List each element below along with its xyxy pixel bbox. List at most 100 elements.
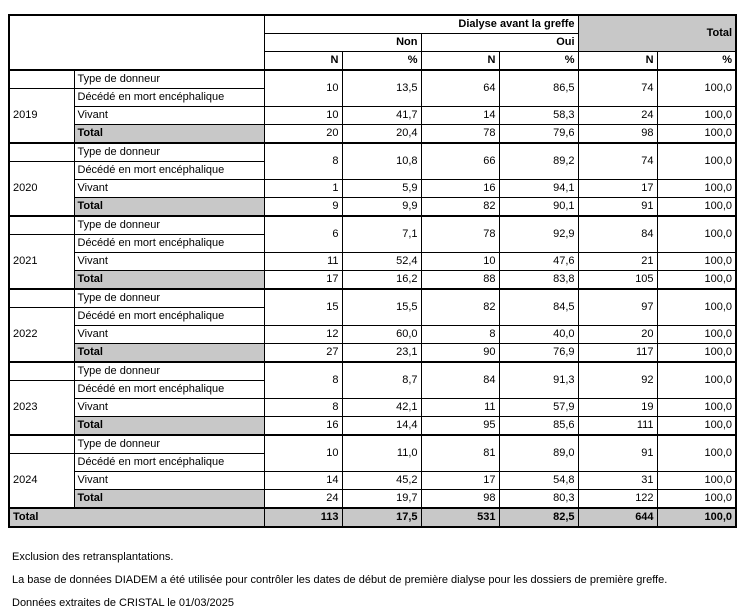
row-label-year-total: Total [73,124,265,144]
value-cell-year-total: 27 [263,343,343,363]
value-cell-year-total: 100,0 [656,416,737,436]
row-label-deceased: Décédé en mort encéphalique [73,234,265,253]
row-label-type-de-donneur: Type de donneur [73,288,265,308]
value-cell-year-total: 95 [420,416,500,436]
value-cell-deceased: 11,0 [341,434,422,472]
value-cell-living: 5,9 [341,179,422,198]
value-cell-living: 14 [420,106,500,125]
grand-total-value-cell: 531 [420,507,500,528]
value-cell-living: 57,9 [498,398,579,417]
year-group-row-type-header: Type de donneur 10 13,5 64 86,5 74 100,0 [8,69,737,107]
value-cell-year-total: 90,1 [498,197,579,217]
year-spacer-cell [8,215,75,235]
value-cell-deceased: 91,3 [498,361,579,399]
value-cell-living: 100,0 [656,252,737,271]
year-cell: 2019 [8,88,75,144]
value-cell-deceased: 100,0 [656,69,737,107]
value-cell-year-total: 100,0 [656,270,737,290]
value-cell-year-total: 111 [577,416,658,436]
row-label-vivant: Vivant [73,398,265,417]
value-cell-living: 100,0 [656,471,737,490]
value-cell-living: 100,0 [656,398,737,417]
col-header-total-pct: % [656,51,737,71]
value-cell-living: 100,0 [656,106,737,125]
row-label-year-total: Total [73,270,265,290]
row-label-type-de-donneur: Type de donneur [73,434,265,454]
year-spacer-cell [8,434,75,454]
row-label-deceased: Décédé en mort encéphalique [73,88,265,107]
value-cell-year-total: 80,3 [498,489,579,509]
value-cell-year-total: 78 [420,124,500,144]
value-cell-year-total: 79,6 [498,124,579,144]
value-cell-living: 16 [420,179,500,198]
value-cell-living: 60,0 [341,325,422,344]
value-cell-living: 31 [577,471,658,490]
value-cell-year-total: 98 [420,489,500,509]
grand-total-value-cell: 17,5 [341,507,422,528]
value-cell-year-total: 76,9 [498,343,579,363]
value-cell-deceased: 100,0 [656,434,737,472]
value-cell-living: 10 [420,252,500,271]
value-cell-year-total: 16,2 [341,270,422,290]
col-header-total-n: N [577,51,658,71]
value-cell-deceased: 15 [263,288,343,326]
grand-total-label: Total [8,507,265,528]
value-cell-year-total: 82 [420,197,500,217]
footnote-diadem: La base de données DIADEM a été utilisée… [12,574,668,586]
value-cell-living: 12 [263,325,343,344]
row-label-vivant: Vivant [73,252,265,271]
value-cell-living: 45,2 [341,471,422,490]
value-cell-year-total: 90 [420,343,500,363]
value-cell-deceased: 6 [263,215,343,253]
value-cell-living: 100,0 [656,179,737,198]
value-cell-deceased: 66 [420,142,500,180]
row-label-type-de-donneur: Type de donneur [73,142,265,162]
year-group-row-living: Vivant 14 45,2 17 54,8 31 100,0 [9,471,737,490]
value-cell-deceased: 84,5 [498,288,579,326]
grand-total-value-cell: 644 [577,507,658,528]
value-cell-year-total: 9 [263,197,343,217]
row-label-year-total: Total [73,197,265,217]
value-cell-deceased: 97 [577,288,658,326]
header-dialysis-group-title: Dialyse avant la greffe [263,14,579,34]
row-label-deceased: Décédé en mort encéphalique [73,380,265,399]
value-cell-year-total: 105 [577,270,658,290]
year-group-row-living: Vivant 10 41,7 14 58,3 24 100,0 [9,106,737,125]
value-cell-deceased: 10 [263,69,343,107]
value-cell-living: 1 [263,179,343,198]
row-label-vivant: Vivant [73,106,265,125]
value-cell-deceased: 89,2 [498,142,579,180]
year-group-row-type-header: Type de donneur 8 10,8 66 89,2 74 100,0 [8,142,737,180]
value-cell-living: 20 [577,325,658,344]
value-cell-living: 24 [577,106,658,125]
value-cell-deceased: 10,8 [341,142,422,180]
value-cell-living: 17 [420,471,500,490]
col-header-non-n: N [263,51,343,71]
value-cell-deceased: 81 [420,434,500,472]
row-label-year-total: Total [73,343,265,363]
row-label-deceased: Décédé en mort encéphalique [73,453,265,472]
grand-total-value-cell: 100,0 [656,507,737,528]
year-group-row-type-header: Type de donneur 10 11,0 81 89,0 91 100,0 [8,434,737,472]
value-cell-deceased: 7,1 [341,215,422,253]
value-cell-living: 14 [263,471,343,490]
year-group-row-total: Total 27 23,1 90 76,9 117 100,0 [9,343,737,363]
year-group-row-living: Vivant 12 60,0 8 40,0 20 100,0 [9,325,737,344]
year-cell: 2024 [8,453,75,509]
value-cell-deceased: 10 [263,434,343,472]
header-non: Non [263,33,422,52]
value-cell-deceased: 74 [577,142,658,180]
value-cell-deceased: 8 [263,361,343,399]
year-group-row-type-header: Type de donneur 15 15,5 82 84,5 97 100,0 [8,288,737,326]
grand-total-row: Total 113 17,5 531 82,5 644 100,0 [8,507,737,528]
year-spacer-cell [8,142,75,162]
value-cell-deceased: 64 [420,69,500,107]
value-cell-year-total: 20 [263,124,343,144]
year-cell: 2023 [8,380,75,436]
value-cell-living: 10 [263,106,343,125]
header-row-group-title: Dialyse avant la greffe Total [8,14,737,71]
value-cell-living: 11 [263,252,343,271]
value-cell-year-total: 20,4 [341,124,422,144]
value-cell-year-total: 9,9 [341,197,422,217]
